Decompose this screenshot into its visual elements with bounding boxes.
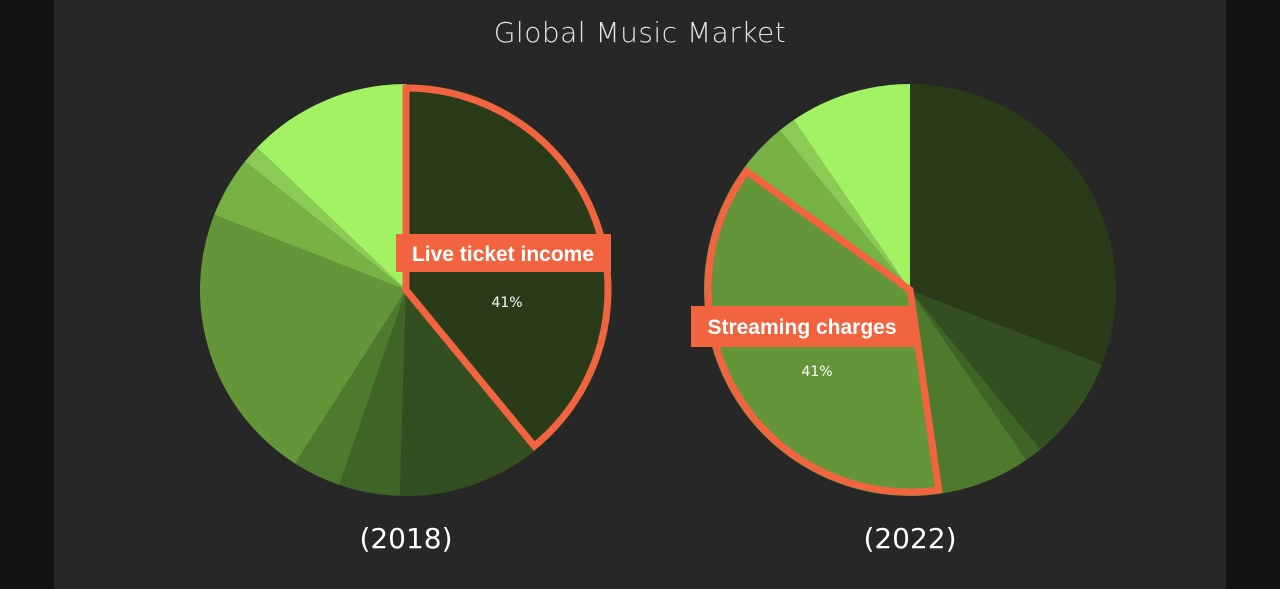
pie-slice (779, 119, 910, 290)
pie-slice (910, 290, 1027, 494)
callout-label: Streaming charges (707, 316, 896, 339)
callout-label: Live ticket income (412, 243, 594, 266)
pie-slice (244, 147, 406, 290)
slice-percent-label: 41% (801, 364, 832, 380)
pie-year-label: (2018) (359, 522, 452, 555)
highlighted-slice-outline (402, 84, 612, 451)
highlighted-slice-outline (704, 166, 943, 496)
chart-title: Global Music Market (493, 16, 787, 49)
pie-slice (214, 161, 406, 290)
pie-chart-2018: 41% Live ticket income (2018) (200, 84, 612, 555)
pie-chart-2022: 41% Streaming charges (2022) (691, 84, 1116, 555)
pie-slice (910, 290, 1041, 461)
slice-percent-label: 41% (491, 295, 522, 311)
pie-slice (257, 84, 406, 290)
callout-box (691, 306, 914, 347)
callout-box (396, 234, 611, 272)
pie-slice (399, 290, 537, 497)
pie-slice (339, 290, 406, 496)
pie-slice (910, 290, 1102, 450)
pie-year-label: (2022) (863, 522, 956, 555)
pie-slice (295, 290, 406, 485)
pie-slice (793, 84, 910, 290)
pie-slice (200, 214, 406, 464)
pie-slice (910, 84, 1116, 365)
pie-slice (743, 130, 910, 290)
